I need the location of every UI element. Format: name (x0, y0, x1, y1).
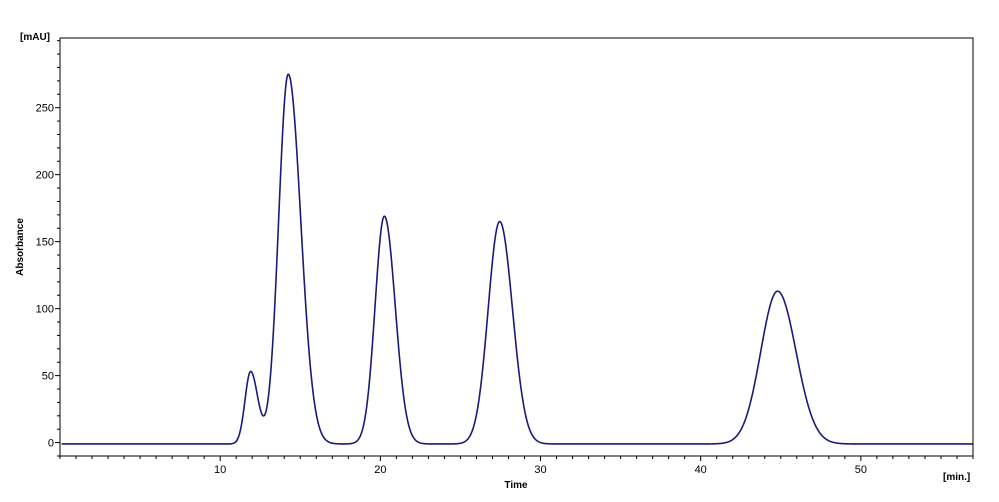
x-tick-label: 30 (534, 464, 546, 476)
x-axis: 10 20 30 40 50 (59, 456, 974, 476)
y-tick-label: 100 (36, 304, 54, 316)
x-tick-label: 10 (214, 464, 226, 476)
y-unit-label: [mAU] (20, 32, 50, 43)
y-tick-label: 250 (36, 103, 54, 115)
y-tick-label: 200 (36, 170, 54, 182)
y-tick-label: 50 (42, 371, 54, 383)
y-axis-title: Absorbance (15, 218, 26, 276)
x-tick-label: 40 (695, 464, 707, 476)
y-axis: 0 50 100 150 200 250 (36, 40, 60, 457)
x-tick-label: 20 (374, 464, 386, 476)
x-unit-label: [min.] (943, 472, 970, 483)
absorbance-trace-line (61, 73, 973, 445)
plot-area-frame (59, 37, 974, 457)
y-tick-label: 150 (36, 237, 54, 249)
x-tick-label: 50 (855, 464, 867, 476)
x-axis-title: Time (504, 480, 528, 491)
y-tick-label: 0 (48, 438, 54, 450)
